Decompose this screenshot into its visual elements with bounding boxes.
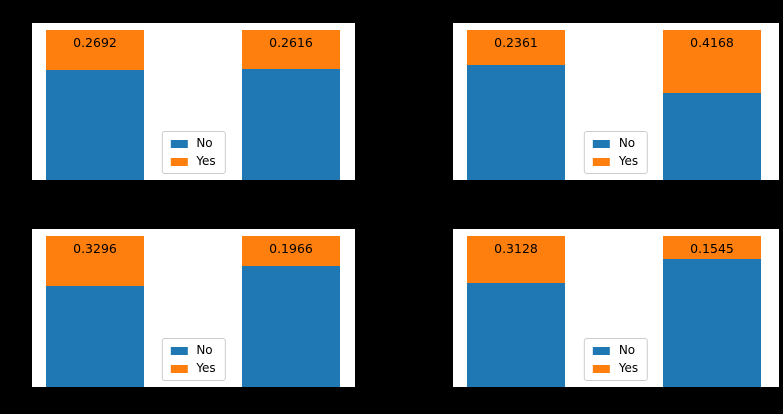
legend: No Yes xyxy=(583,131,649,174)
stacked-bar: 0.2361 xyxy=(467,30,565,180)
bar-value-label: 0.2361 xyxy=(494,35,538,50)
legend: No Yes xyxy=(161,338,226,381)
legend-label-no: No xyxy=(618,136,636,150)
legend-swatch-yes xyxy=(592,364,610,373)
bar-value-label: 0.1966 xyxy=(269,241,313,256)
bar-segment-no xyxy=(467,283,565,387)
legend-swatch-no xyxy=(170,346,188,355)
bar-segment-no xyxy=(242,265,340,387)
legend-item-no: No xyxy=(592,136,638,150)
bar-segment-no xyxy=(663,259,761,387)
bar-segment-no xyxy=(242,69,340,180)
bar-segment-yes xyxy=(46,30,144,71)
bar-value-label: 0.3296 xyxy=(73,241,117,256)
bar-segment-yes xyxy=(242,30,340,70)
bar-value-label: 0.2616 xyxy=(269,35,313,50)
legend-label-yes: Yes xyxy=(196,154,216,168)
stacked-bar: 0.3296 xyxy=(46,236,144,387)
stacked-bar: 0.3128 xyxy=(467,236,565,387)
legend: No Yes xyxy=(583,338,649,381)
legend-label-no: No xyxy=(196,343,213,357)
bar-value-label: 0.1545 xyxy=(690,241,734,256)
stacked-bar: 0.1966 xyxy=(242,236,340,387)
legend-item-yes: Yes xyxy=(592,154,639,168)
legend-label-yes: Yes xyxy=(618,154,639,168)
legend-item-yes: Yes xyxy=(592,361,639,375)
legend-item-yes: Yes xyxy=(170,154,216,168)
subplot-bottom-right: 0.3128 0.1545 No Yes xyxy=(453,229,779,387)
bar-segment-no xyxy=(467,65,565,180)
bar-segment-yes xyxy=(663,236,761,260)
stacked-bar: 0.4168 xyxy=(663,30,761,180)
legend-swatch-no xyxy=(592,139,610,148)
bar-segment-yes xyxy=(46,236,144,286)
bar-segment-yes xyxy=(242,236,340,266)
legend-label-no: No xyxy=(196,136,213,150)
legend-swatch-yes xyxy=(170,364,188,373)
legend-label-yes: Yes xyxy=(196,361,216,375)
legend-swatch-yes xyxy=(592,157,610,166)
stacked-bar: 0.2616 xyxy=(242,30,340,180)
bar-segment-no xyxy=(46,70,144,180)
bar-segment-yes xyxy=(663,30,761,93)
bar-value-label: 0.2692 xyxy=(73,35,117,50)
stacked-bar: 0.1545 xyxy=(663,236,761,387)
bar-segment-yes xyxy=(467,236,565,284)
stacked-bar: 0.2692 xyxy=(46,30,144,180)
subplot-top-left: 0.2692 0.2616 No Yes xyxy=(32,23,355,180)
legend: No Yes xyxy=(161,131,226,174)
legend-label-yes: Yes xyxy=(618,361,639,375)
legend-swatch-no xyxy=(170,139,188,148)
bar-segment-yes xyxy=(467,30,565,66)
subplot-bottom-left: 0.3296 0.1966 No Yes xyxy=(32,229,355,387)
legend-item-no: No xyxy=(592,343,638,357)
legend-swatch-yes xyxy=(170,157,188,166)
legend-swatch-no xyxy=(592,346,610,355)
bar-segment-no xyxy=(46,285,144,387)
bar-value-label: 0.4168 xyxy=(690,35,734,50)
legend-label-no: No xyxy=(618,343,636,357)
legend-item-no: No xyxy=(170,137,215,150)
legend-item-no: No xyxy=(170,344,215,357)
subplot-top-right: 0.2361 0.4168 No Yes xyxy=(453,23,779,180)
bar-segment-no xyxy=(663,92,761,180)
legend-item-yes: Yes xyxy=(170,361,216,375)
bar-value-label: 0.3128 xyxy=(494,241,538,256)
